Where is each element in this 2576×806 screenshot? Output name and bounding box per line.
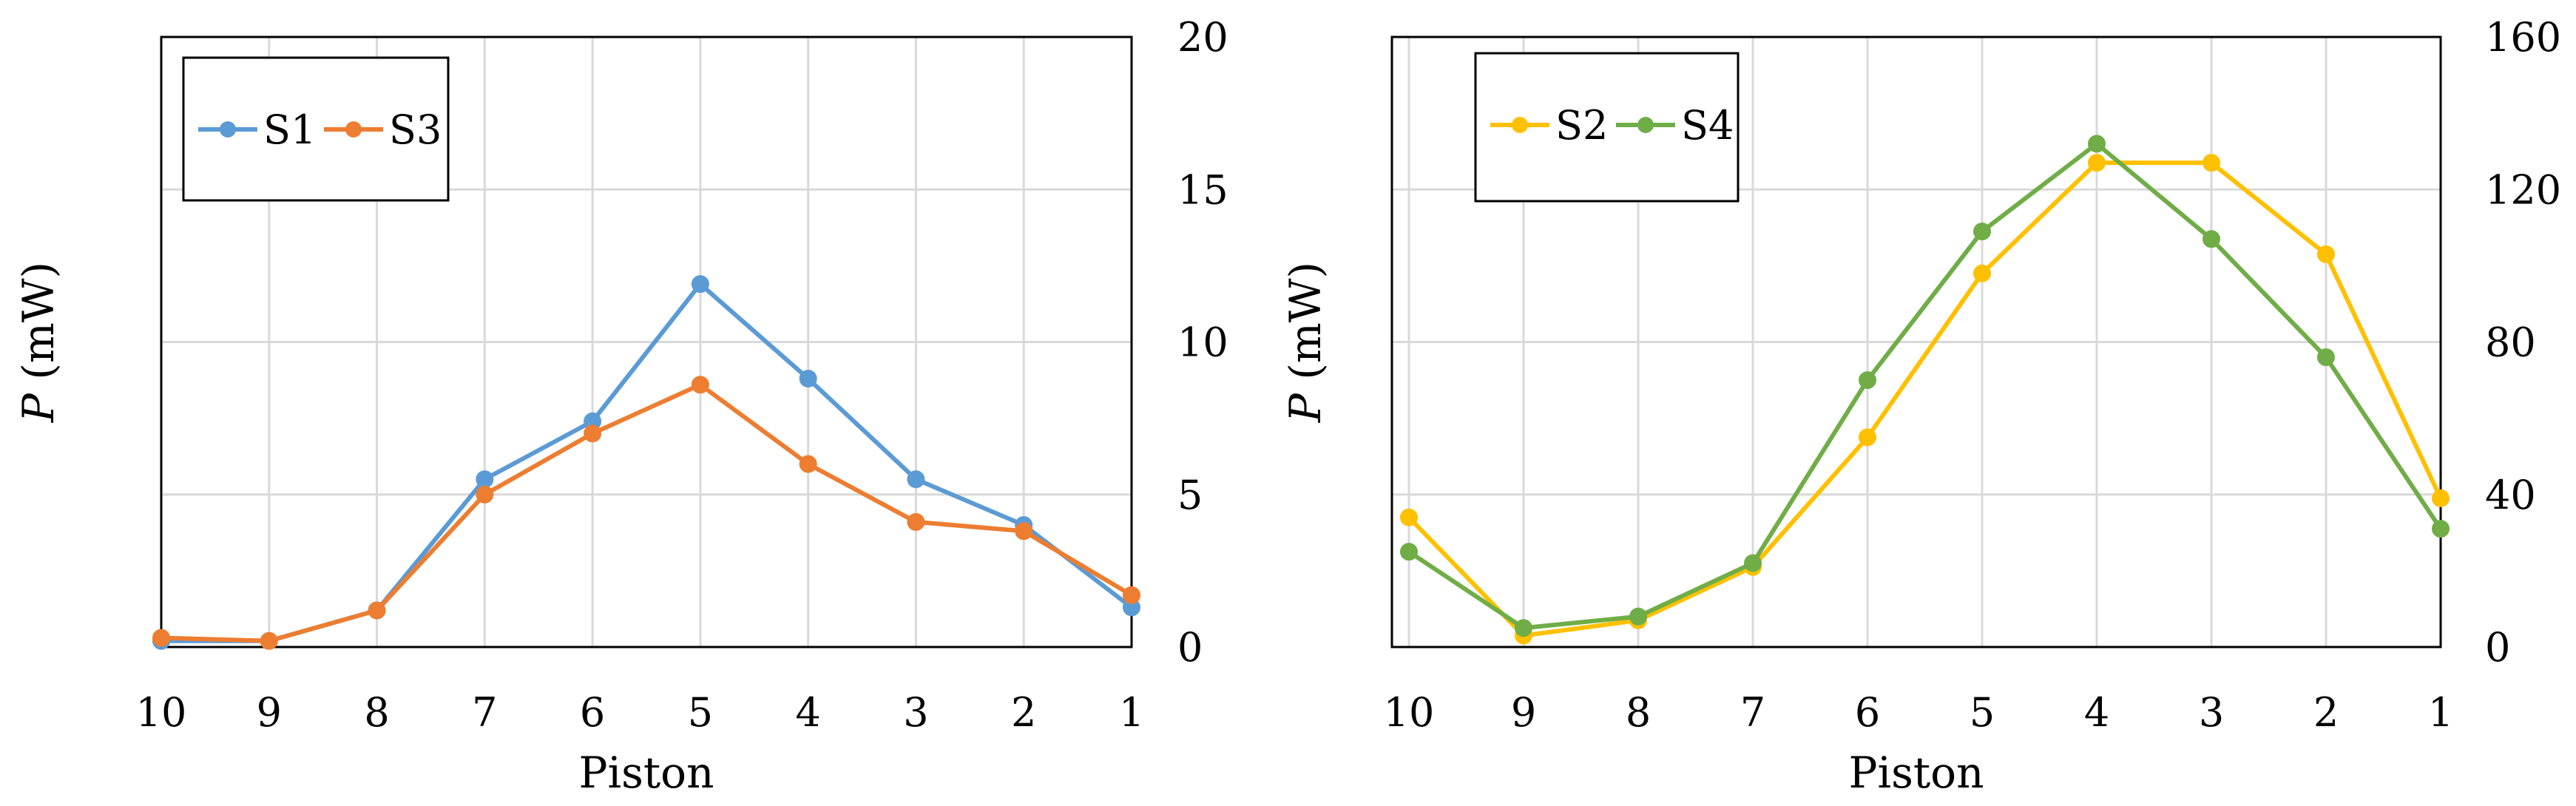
data-point-s4 — [1515, 619, 1532, 637]
data-point-s2 — [2088, 154, 2106, 172]
y-axis-title-unit: (mW) — [13, 262, 64, 393]
plot-area-border — [1390, 35, 2442, 648]
y-tick-label: 0 — [2485, 624, 2510, 671]
x-tick-label: 6 — [580, 689, 605, 736]
data-point-s2 — [1859, 428, 1876, 447]
legend-label-s1: S1 — [263, 106, 316, 153]
y-axis-title-variable: P — [1280, 393, 1331, 423]
plot-area-border — [160, 35, 1133, 648]
x-axis-title: Piston — [579, 748, 714, 798]
data-point-s1 — [691, 275, 709, 294]
data-point-s4 — [1973, 222, 1991, 240]
data-point-s2 — [2203, 154, 2220, 172]
chart-right: 10 9 8 7 6 5 4 3 2 10 40 80 120 160 Piston P (mW) S2 S4 — [1280, 14, 2561, 798]
data-point-s2 — [1973, 264, 1991, 282]
x-tick-label: 8 — [1626, 689, 1651, 736]
series-line-s4 — [1407, 141, 2443, 631]
y-tick-label: 10 — [1177, 319, 1228, 366]
data-point-s3 — [584, 424, 602, 443]
x-tick-label: 8 — [364, 689, 389, 736]
y-axis-title-unit: (mW) — [1280, 262, 1331, 393]
data-point-s4 — [2088, 135, 2106, 153]
y-axis-title: P (mW) — [13, 262, 64, 423]
x-axis-title: Piston — [1849, 748, 1984, 798]
series-line-s1 — [161, 282, 1133, 643]
y-tick-label: 20 — [1177, 14, 1228, 61]
data-point-s2 — [1400, 508, 1418, 526]
legend-marker-s1 — [220, 121, 236, 138]
legend-marker-s4 — [1637, 117, 1654, 133]
x-tick-label: 10 — [1384, 689, 1435, 736]
x-tick-label: 10 — [136, 689, 187, 736]
x-tick-label: 9 — [257, 689, 282, 736]
x-tick-label: 5 — [1970, 689, 1995, 736]
data-point-s3 — [1123, 586, 1140, 604]
data-point-s3 — [152, 629, 170, 647]
y-tick-label: 5 — [1177, 472, 1203, 518]
legend-label-s4: S4 — [1681, 102, 1734, 149]
chart-left: 10 9 8 7 6 5 4 3 2 10 5 10 15 20 Piston P (mW) S1 S3 — [13, 14, 1228, 798]
legend-label-s2: S2 — [1555, 102, 1608, 149]
legend: S2 S4 — [1474, 52, 1740, 203]
data-point-s1 — [476, 470, 494, 489]
legend-label-s3: S3 — [389, 106, 442, 153]
x-tick-label: 1 — [2428, 689, 2453, 736]
x-tick-label: 6 — [1855, 689, 1880, 736]
x-tick-label: 7 — [472, 689, 497, 736]
data-point-s4 — [1400, 543, 1418, 561]
x-tick-label: 4 — [2084, 689, 2109, 736]
data-point-s4 — [2203, 230, 2220, 248]
data-point-s1 — [799, 370, 817, 387]
x-tick-label: 1 — [1119, 689, 1144, 736]
y-tick-label: 0 — [1177, 624, 1203, 671]
data-point-s2 — [2317, 245, 2335, 263]
series-line-s3 — [160, 382, 1133, 643]
data-point-s3 — [260, 631, 278, 650]
x-tick-label: 5 — [688, 689, 713, 736]
series-line-s2 — [1407, 160, 2443, 638]
x-tick-label: 4 — [795, 689, 820, 736]
x-tick-label: 2 — [1011, 689, 1036, 736]
legend-marker-s2 — [1512, 117, 1528, 133]
data-point-s4 — [1629, 607, 1647, 626]
x-tick-label: 9 — [1511, 689, 1536, 736]
data-point-s1 — [907, 470, 925, 489]
data-point-s2 — [2432, 489, 2450, 507]
data-point-s3 — [907, 512, 925, 531]
data-point-s4 — [2317, 348, 2335, 367]
data-point-s3 — [368, 601, 386, 620]
x-tick-label: 2 — [2313, 689, 2339, 736]
data-point-s3 — [691, 376, 709, 394]
x-tick-label: 7 — [1740, 689, 1765, 736]
y-tick-label: 80 — [2485, 319, 2536, 366]
y-axis-title: P (mW) — [1280, 262, 1331, 423]
x-tick-label: 3 — [903, 689, 928, 736]
data-point-s4 — [1859, 371, 1876, 390]
y-tick-label: 15 — [1177, 166, 1228, 213]
y-tick-label: 120 — [2485, 166, 2561, 213]
legend: S1 S3 — [182, 56, 450, 202]
x-tick-label: 3 — [2199, 689, 2224, 736]
data-point-s4 — [2432, 520, 2450, 538]
legend-marker-s3 — [345, 121, 362, 138]
y-axis-title-variable: P — [13, 393, 64, 423]
data-point-s3 — [1015, 522, 1033, 541]
data-point-s3 — [799, 455, 817, 473]
y-tick-label: 40 — [2485, 472, 2536, 518]
data-point-s4 — [1744, 554, 1762, 572]
data-point-s3 — [476, 485, 494, 504]
y-tick-label: 160 — [2485, 14, 2561, 61]
